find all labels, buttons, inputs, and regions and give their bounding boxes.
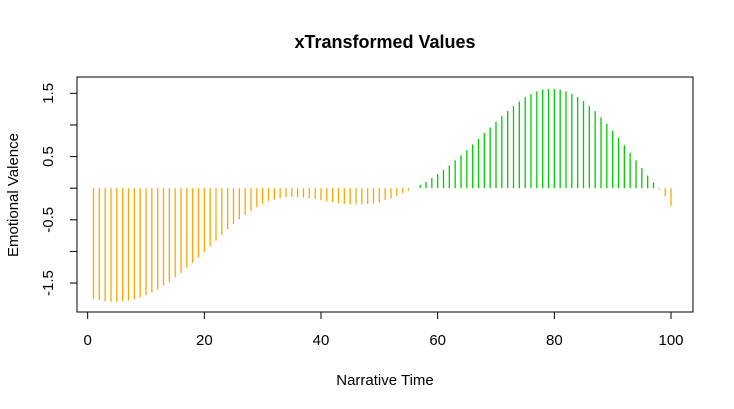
x-tick-label: 80 (546, 332, 563, 349)
x-axis-label: Narrative Time (336, 372, 434, 389)
y-axis: -1.5 -0.5 0.5 1.5 (40, 83, 78, 296)
chart-title: xTransformed Values (294, 32, 475, 52)
y-axis-label: Emotional Valence (5, 133, 22, 257)
x-tick-label: 0 (83, 332, 91, 349)
x-tick-label: 20 (196, 332, 213, 349)
x-tick-label: 60 (429, 332, 446, 349)
y-tick-label: 1.5 (40, 83, 57, 104)
x-axis: 0 20 40 60 80 100 (83, 311, 684, 349)
x-tick-label: 40 (313, 332, 330, 349)
y-tick-label: -0.5 (40, 207, 57, 233)
x-tick-label: 100 (658, 332, 683, 349)
data-bars (92, 88, 672, 302)
y-tick-label: -1.5 (40, 270, 57, 296)
y-tick-label: 0.5 (40, 146, 57, 167)
